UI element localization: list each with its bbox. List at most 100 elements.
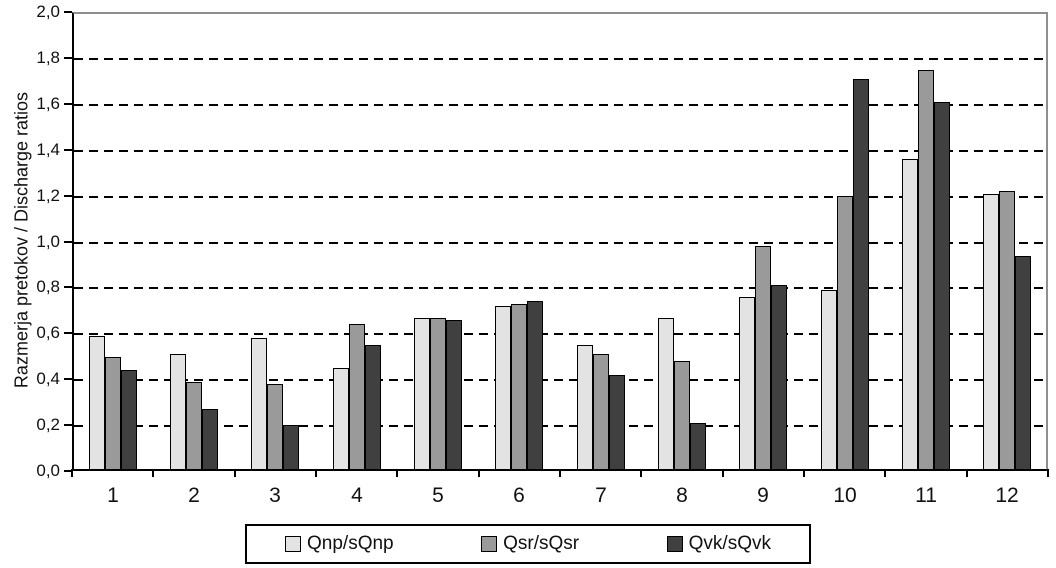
x-axis-tick (152, 469, 154, 477)
bar-qvk-month-10 (853, 79, 869, 469)
legend-label: Qvk/sQvk (688, 533, 771, 554)
y-axis-tick-label: 0,8 (36, 277, 60, 296)
bar-qsr-month-7 (593, 354, 609, 469)
gridline (74, 195, 1046, 198)
gridline (74, 149, 1046, 152)
gridline (74, 103, 1046, 106)
y-axis-tick (64, 332, 72, 334)
bar-qvk-month-9 (771, 285, 787, 469)
bar-qsr-month-11 (918, 70, 934, 469)
x-axis-category-label: 9 (757, 484, 769, 507)
legend-item-qsr: Qsr/sQsr (481, 533, 579, 555)
bar-qnp-month-5 (414, 318, 430, 469)
y-axis-tick-label: 0,0 (36, 461, 60, 480)
y-axis-tick (64, 149, 72, 151)
y-axis-tick-label: 0,2 (36, 415, 60, 434)
gridline (74, 379, 1046, 382)
legend-swatch-icon (285, 536, 301, 552)
y-axis-tick (64, 195, 72, 197)
x-axis-tick (396, 469, 398, 477)
x-axis-tick (559, 469, 561, 477)
y-axis-tick (64, 286, 72, 288)
bar-qnp-month-1 (89, 336, 105, 469)
y-axis-tick (64, 57, 72, 59)
gridline (74, 425, 1046, 428)
bar-qnp-month-6 (495, 306, 511, 469)
bar-qnp-month-2 (170, 354, 186, 469)
x-axis-category-label: 10 (833, 484, 857, 507)
bar-qsr-month-6 (511, 304, 527, 469)
bar-qnp-month-12 (983, 194, 999, 469)
x-axis-category-label: 8 (676, 484, 688, 507)
x-axis-category-label: 7 (595, 484, 607, 507)
bar-qvk-month-11 (934, 102, 950, 469)
x-axis-category-label: 1 (107, 484, 119, 507)
bar-qsr-month-5 (430, 318, 446, 469)
bar-qvk-month-6 (527, 301, 543, 469)
bar-qnp-month-3 (251, 338, 267, 469)
bar-qnp-month-11 (902, 159, 918, 469)
y-axis-tick-label: 0,4 (36, 369, 60, 388)
legend-swatch-icon (666, 536, 683, 552)
bar-qnp-month-7 (577, 345, 593, 469)
x-axis-category-label: 6 (513, 484, 525, 507)
gridline (74, 287, 1046, 290)
legend: Qnp/sQnp Qsr/sQsr Qvk/sQvk (245, 524, 811, 564)
x-axis-tick (71, 469, 73, 477)
x-axis-tick (722, 469, 724, 477)
y-axis-tick (64, 470, 72, 472)
y-axis-tick (64, 11, 72, 13)
bar-qsr-month-1 (105, 357, 121, 469)
x-axis-tick (803, 469, 805, 477)
y-axis-tick-label: 1,6 (36, 94, 60, 113)
bar-qvk-month-2 (202, 409, 218, 469)
bar-qvk-month-3 (283, 425, 299, 469)
legend-label: Qsr/sQsr (503, 533, 580, 554)
bar-qvk-month-8 (690, 423, 706, 469)
bar-qnp-month-4 (333, 368, 349, 469)
y-axis-tick (64, 241, 72, 243)
gridline (74, 57, 1046, 60)
x-axis-tick (234, 469, 236, 477)
legend-label: Qnp/sQnp (307, 533, 394, 554)
x-axis-tick (1047, 469, 1049, 477)
bar-qnp-month-10 (821, 290, 837, 469)
y-axis-tick-label: 2,0 (36, 2, 60, 21)
legend-item-qvk: Qvk/sQvk (666, 533, 771, 555)
y-axis-tick (64, 103, 72, 105)
bar-qsr-month-12 (999, 191, 1015, 469)
gridline (74, 241, 1046, 244)
bar-qsr-month-9 (755, 246, 771, 469)
bar-qvk-month-4 (365, 345, 381, 469)
x-axis-tick (884, 469, 886, 477)
y-axis-tick (64, 424, 72, 426)
bar-qsr-month-10 (837, 196, 853, 469)
y-axis-tick-label: 1,4 (36, 140, 60, 159)
x-axis-tick (315, 469, 317, 477)
x-axis-category-label: 12 (995, 484, 1019, 507)
bar-qsr-month-2 (186, 382, 202, 469)
x-axis-tick (640, 469, 642, 477)
y-axis-tick-label: 1,8 (36, 48, 60, 67)
legend-item-qnp: Qnp/sQnp (285, 533, 394, 555)
x-axis-tick (966, 469, 968, 477)
x-axis-category-label: 11 (915, 484, 937, 507)
y-axis-tick-label: 1,2 (36, 186, 60, 205)
gridline (74, 333, 1046, 336)
x-axis-category-label: 2 (188, 484, 200, 507)
bar-qvk-month-5 (446, 320, 462, 469)
bar-qvk-month-12 (1015, 256, 1031, 469)
bar-qnp-month-8 (658, 318, 674, 469)
bar-qsr-month-3 (267, 384, 283, 469)
x-axis-tick (478, 469, 480, 477)
legend-swatch-icon (481, 536, 498, 552)
x-axis-category-label: 5 (432, 484, 444, 507)
bar-qsr-month-4 (349, 324, 365, 469)
y-axis-tick (64, 378, 72, 380)
x-axis-category-label: 3 (269, 484, 281, 507)
bar-qvk-month-1 (121, 370, 137, 469)
bar-qnp-month-9 (739, 297, 755, 469)
bar-qsr-month-8 (674, 361, 690, 469)
plot-area (72, 12, 1048, 471)
